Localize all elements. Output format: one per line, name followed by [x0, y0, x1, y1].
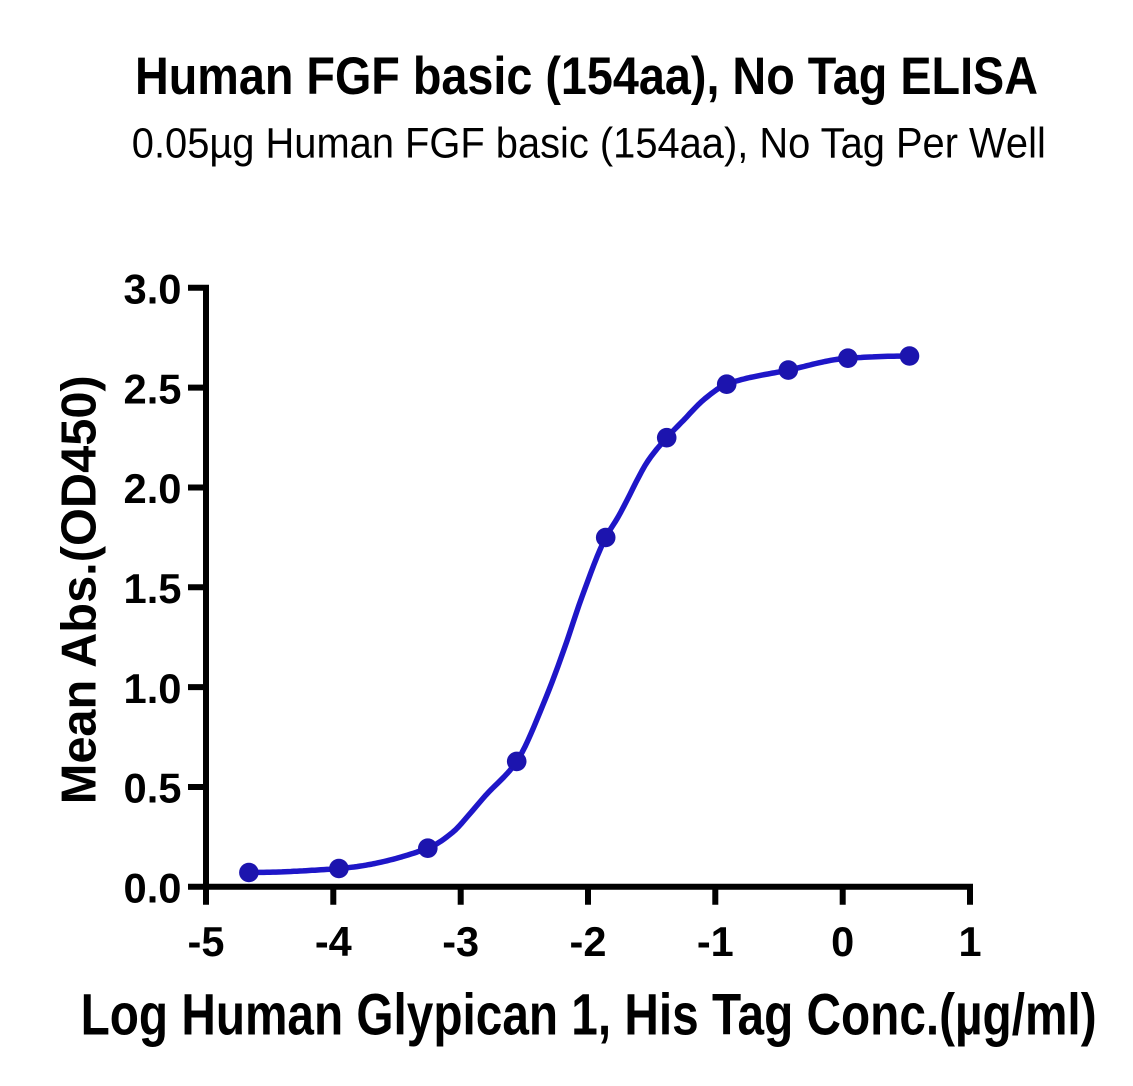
svg-text:Human FGF basic (154aa), No Ta: Human FGF basic (154aa), No Tag ELISA: [135, 47, 1038, 106]
svg-text:1: 1: [958, 918, 981, 965]
svg-text:2.5: 2.5: [124, 365, 182, 412]
svg-text:3.0: 3.0: [124, 266, 182, 313]
svg-text:-4: -4: [315, 918, 352, 965]
svg-text:0.0: 0.0: [124, 865, 182, 912]
svg-text:Mean Abs.(OD450): Mean Abs.(OD450): [52, 375, 107, 804]
svg-text:-5: -5: [188, 918, 225, 965]
svg-text:-2: -2: [570, 918, 607, 965]
svg-text:Log Human Glypican 1, His Tag: Log Human Glypican 1, His Tag Conc.(µg/m…: [81, 982, 1097, 1047]
svg-text:-3: -3: [442, 918, 479, 965]
svg-text:1.5: 1.5: [124, 565, 182, 612]
svg-text:0: 0: [831, 918, 854, 965]
svg-text:-1: -1: [697, 918, 734, 965]
svg-text:2.0: 2.0: [124, 465, 182, 512]
svg-text:0.5: 0.5: [124, 765, 182, 812]
svg-text:1.0: 1.0: [124, 665, 182, 712]
svg-text:0.05µg Human FGF basic (154aa): 0.05µg Human FGF basic (154aa), No Tag P…: [132, 121, 1046, 168]
